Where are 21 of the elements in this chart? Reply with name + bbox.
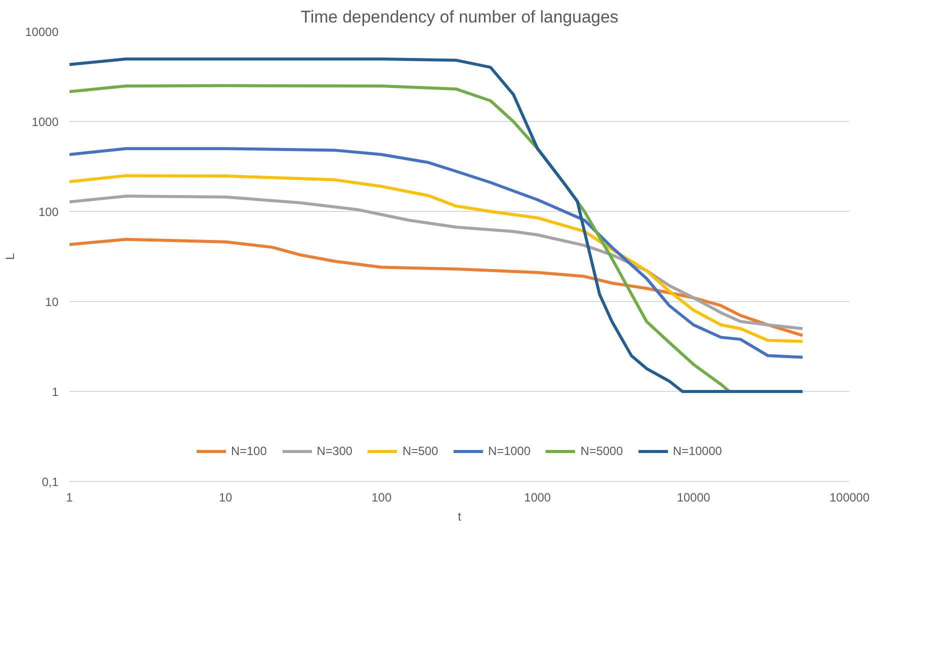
y-tick-label: 1000: [32, 115, 59, 129]
y-axis-title: L: [3, 252, 18, 260]
x-axis-title: t: [458, 510, 462, 524]
x-tick-label: 100: [371, 490, 392, 504]
y-tick-label: 1: [52, 385, 59, 399]
legend-label: N=300: [316, 444, 352, 458]
y-tick-label: 10000: [25, 25, 59, 39]
x-tick-label: 100000: [829, 490, 870, 504]
x-tick-label: 1: [66, 490, 74, 504]
legend-label: N=5000: [580, 444, 623, 458]
legend-label: N=10000: [672, 444, 722, 458]
y-tick-label: 10: [45, 295, 59, 309]
chart-title: Time dependency of number of languages: [300, 8, 618, 26]
x-tick-label: 1000: [524, 490, 552, 504]
y-tick-label: 0,1: [42, 475, 59, 489]
y-tick-label: 100: [38, 205, 59, 219]
x-tick-label: 10: [218, 490, 232, 504]
x-tick-label: 10000: [676, 490, 711, 504]
legend-label: N=100: [231, 444, 267, 458]
legend-label: N=1000: [488, 444, 531, 458]
legend-label: N=500: [402, 444, 438, 458]
